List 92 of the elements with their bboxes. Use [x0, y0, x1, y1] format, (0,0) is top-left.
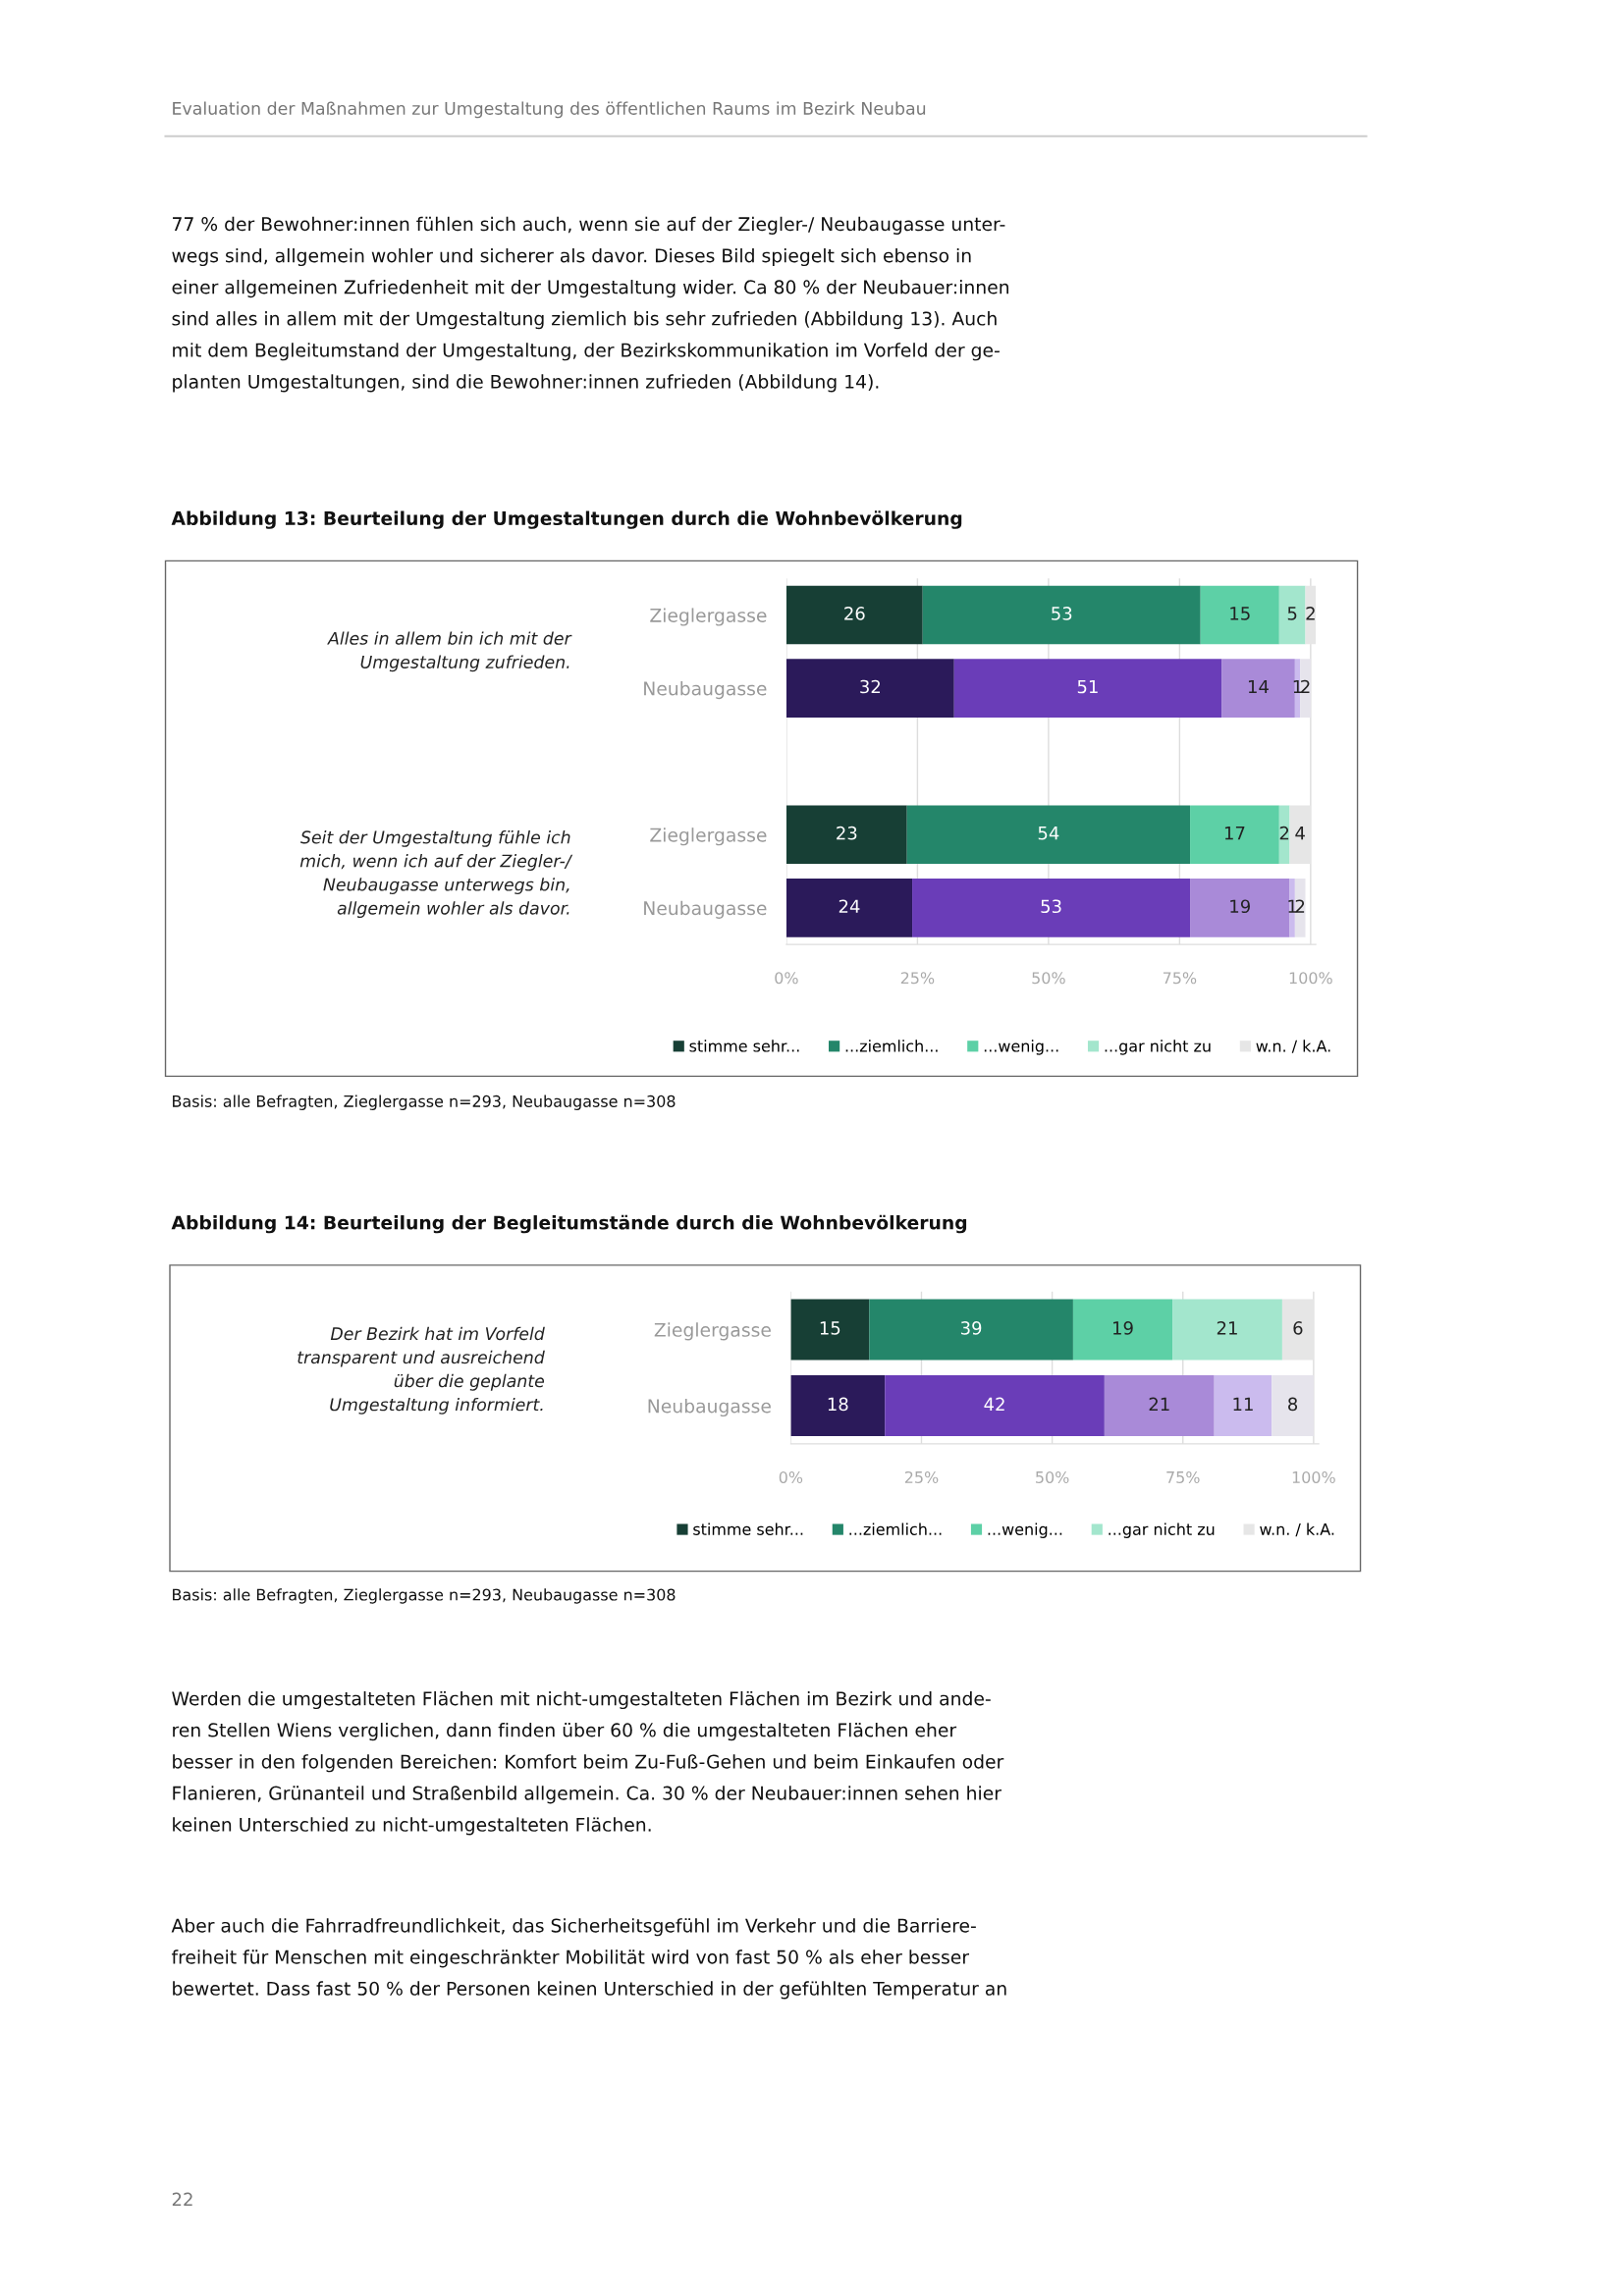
legend-label: stimme sehr...: [689, 1040, 799, 1052]
x-tick-label: 50%: [1032, 972, 1065, 985]
x-tick-label: 75%: [1166, 1470, 1200, 1483]
text: Seit der Umgestaltung fühle ich mich, wenn ich auf der Ziegler-/ Neubaugasse unterwegs bin, allgemein wohler als davor.: [299, 830, 573, 919]
legend-label: ...gar nicht zu: [1109, 1522, 1215, 1538]
data-label: 15: [1230, 607, 1250, 620]
bar: [1300, 659, 1311, 718]
bar: [922, 585, 1201, 645]
data-label: 2: [1306, 607, 1315, 620]
bar: [1190, 879, 1290, 937]
bar: [1104, 1375, 1215, 1437]
legend-label: ...wenig...: [984, 1040, 1058, 1055]
bar: [785, 585, 923, 645]
data-label: 53: [1052, 607, 1072, 620]
bar: [1278, 585, 1306, 645]
legend-label: ...gar nicht zu: [1105, 1040, 1211, 1055]
text: 22: [172, 2192, 192, 2207]
data-label: 54: [1038, 827, 1059, 840]
data-label: 1: [1293, 679, 1302, 694]
data-label: 39: [960, 1321, 982, 1335]
legend-label: ...wenig...: [988, 1522, 1062, 1538]
data-label: 24: [839, 899, 860, 913]
bar: [912, 879, 1191, 937]
text: Basis: alle Befragten, Zieglergasse n=293, Neubaugasse n=308: [173, 1588, 676, 1604]
x-tick-label: 100%: [1289, 972, 1332, 985]
data-label: 51: [1077, 679, 1098, 694]
x-tick-label: 75%: [1163, 972, 1197, 985]
bar: [953, 659, 1222, 718]
data-label: 19: [1230, 899, 1250, 914]
data-label: 23: [837, 826, 857, 840]
data-label: 21: [1217, 1321, 1237, 1335]
data-label: 8: [1288, 1397, 1298, 1412]
data-label: 4: [1295, 827, 1305, 840]
x-tick-label: 50%: [1036, 1470, 1069, 1483]
bar: [785, 805, 907, 865]
bar: [906, 805, 1191, 865]
y-tick-label: Zieglergasse: [650, 608, 767, 626]
text: Werden die umgestalteten Flächen mit nicht-umgestalteten Flächen im Bezirk und ande- ren Stellen Wiens verglichen, dann finden über 60 % die umgestalteten Flächen eher besser in den folgenden Bereichen: Komfort beim Zu-Fuß-Gehen und beim Einkaufen oder Flanieren, Grünanteil und Straßenbild allgemein. Ca. 30 % der Neubauer:innen sehen hier keinen Unterschied zu nicht-umgestalteten Flächen.: [172, 1690, 1004, 1836]
y-tick-label: Zieglergasse: [654, 1322, 771, 1341]
data-label: 18: [828, 1397, 848, 1412]
data-label: 32: [860, 679, 881, 694]
legend-label: ...ziemlich...: [849, 1522, 942, 1535]
text: Der Bezirk hat im Vorfeld transparent und ausreichend über die geplante Umgestaltung informiert.: [298, 1326, 545, 1415]
data-label: 17: [1224, 827, 1245, 840]
data-label: 5: [1287, 607, 1297, 620]
legend-label: stimme sehr...: [693, 1522, 803, 1535]
bar: [790, 1299, 870, 1361]
x-tick-label: 0%: [775, 972, 798, 985]
text: Alles in allem bin ich mit der Umgestaltung zufrieden.: [327, 631, 572, 672]
y-tick-label: Neubaugasse: [648, 1398, 771, 1417]
bar: [790, 1375, 886, 1437]
data-label: 21: [1149, 1397, 1169, 1412]
x-tick-label: 0%: [779, 1470, 803, 1483]
y-tick-label: Neubaugasse: [644, 680, 767, 700]
data-label: 11: [1233, 1397, 1253, 1412]
text: Basis: alle Befragten, Zieglergasse n=293, Neubaugasse n=308: [173, 1095, 676, 1110]
legend-label: w.n. / k.A.: [1256, 1040, 1330, 1053]
data-label: 26: [844, 607, 865, 620]
text: Aber auch die Fahrradfreundlichkeit, das Sicherheitsgefühl im Verkehr und die Barriere- freiheit für Menschen mit eingeschränkter Mobilität wird von fast 50 % als eher besser bewertet. Dass fast 50 % der Personen keinen Unterschied in der gefühlten Temperatur an: [171, 1918, 1006, 2000]
data-label: 2: [1301, 679, 1310, 694]
data-label: 15: [820, 1321, 840, 1335]
x-tick-label: 25%: [904, 1470, 939, 1483]
bar: [1172, 1299, 1282, 1361]
bar: [1072, 1299, 1173, 1361]
bar: [1272, 1375, 1314, 1437]
bar: [785, 659, 954, 718]
bar: [1200, 585, 1279, 645]
x-tick-label: 25%: [900, 972, 935, 985]
bar: [785, 879, 913, 937]
text: 77 % der Bewohner:innen fühlen sich auch, wenn sie auf der Ziegler-/ Neubaugasse unter- wegs sind, allgemein wohler und sicherer als davor. Dieses Bild spiegelt sich ebenso in einer allgemeinen Zufriedenheit mit der Umgestaltung wider. Ca 80 % der Neubauer:innen sind alles in allem mit der Umgestaltung ziemlich bis sehr zufrieden (Abbildung 13). Auch mit dem Begleitumstand der Umgestaltung, der Bezirkskommunikation im Vorfeld der ge- planten Umgestaltungen, sind die Bewohner:innen zufrieden (Abbildung 14).: [172, 216, 1009, 393]
y-tick-label: Zieglergasse: [650, 828, 767, 846]
bar: [885, 1375, 1105, 1437]
bar: [1278, 805, 1290, 865]
data-label: 53: [1041, 899, 1061, 914]
data-label: 2: [1295, 899, 1305, 913]
data-label: 1: [1288, 899, 1297, 913]
data-label: 14: [1248, 679, 1269, 694]
bar: [869, 1299, 1073, 1361]
data-label: 2: [1279, 826, 1289, 840]
text: Abbildung 14: Beurteilung der Begleitumstände durch die Wohnbevölkerung: [171, 1214, 967, 1234]
legend-label: ...ziemlich...: [845, 1040, 938, 1052]
bar: [1190, 805, 1279, 865]
x-tick-label: 100%: [1292, 1470, 1335, 1483]
data-label: 6: [1293, 1321, 1303, 1335]
data-label: 42: [984, 1397, 1004, 1412]
data-label: 19: [1113, 1321, 1133, 1335]
y-tick-label: Neubaugasse: [644, 900, 767, 919]
text: Abbildung 13: Beurteilung der Umgestaltungen durch die Wohnbevölkerung: [171, 510, 962, 529]
text: Evaluation der Maßnahmen zur Umgestaltung des öffentlichen Raums im Bezirk Neubau: [173, 101, 926, 119]
bar: [1221, 659, 1295, 718]
bar: [1214, 1375, 1272, 1437]
legend-label: w.n. / k.A.: [1260, 1522, 1334, 1537]
